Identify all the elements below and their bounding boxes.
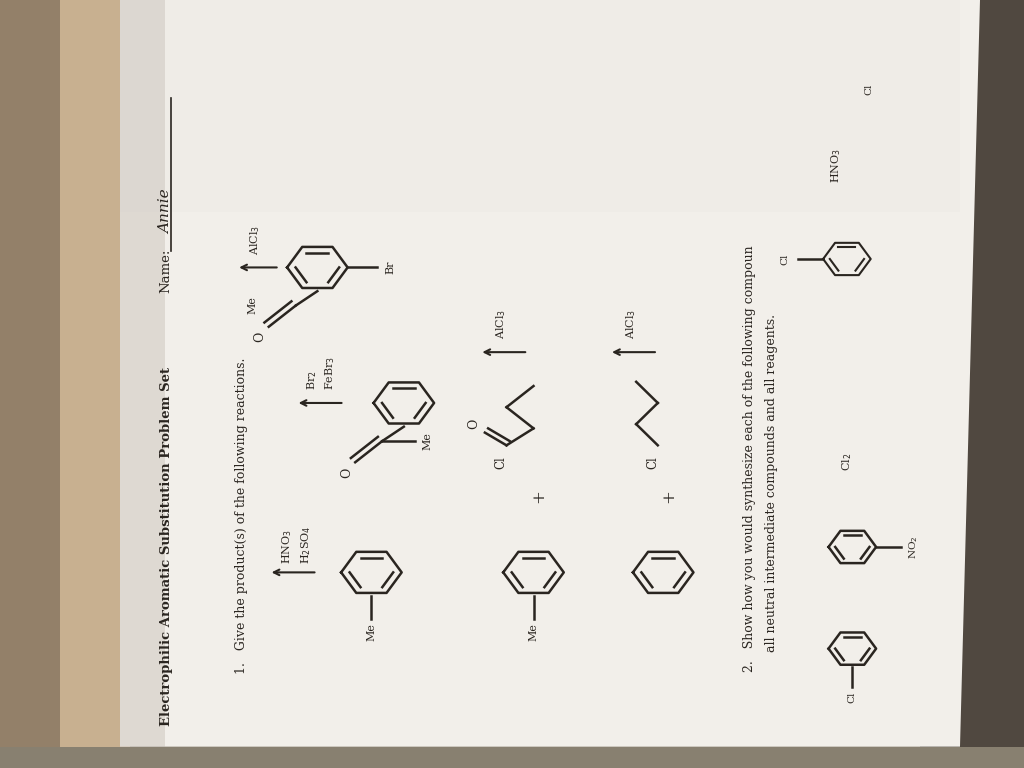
Polygon shape xyxy=(120,0,165,746)
Text: Cl: Cl xyxy=(646,456,658,468)
Text: 2.   Show how you would synthesize each of the following compoun: 2. Show how you would synthesize each of… xyxy=(743,246,756,672)
Text: Cl: Cl xyxy=(864,84,873,95)
Text: O: O xyxy=(468,419,480,429)
Text: Cl: Cl xyxy=(781,253,790,265)
Polygon shape xyxy=(120,0,980,746)
Text: Name:: Name: xyxy=(160,249,173,293)
Polygon shape xyxy=(0,0,60,746)
Text: Br: Br xyxy=(386,260,396,274)
Text: +: + xyxy=(660,489,677,503)
Text: AlCl$_3$: AlCl$_3$ xyxy=(248,225,261,255)
Text: Electrophilic Aromatic Substitution Problem Set: Electrophilic Aromatic Substitution Prob… xyxy=(160,367,173,727)
Text: Cl$_2$: Cl$_2$ xyxy=(840,453,854,472)
Polygon shape xyxy=(920,0,1024,746)
Text: AlCl$_3$: AlCl$_3$ xyxy=(495,310,508,339)
Text: +: + xyxy=(530,489,548,503)
Text: AlCl$_3$: AlCl$_3$ xyxy=(624,310,638,339)
Text: Me: Me xyxy=(367,623,377,641)
Text: O: O xyxy=(340,467,353,478)
Text: Br$_2$: Br$_2$ xyxy=(305,370,318,390)
Polygon shape xyxy=(120,0,961,212)
Text: Cl: Cl xyxy=(495,456,508,468)
Text: all neutral intermediate compounds and all reagents.: all neutral intermediate compounds and a… xyxy=(765,314,778,672)
Text: 1.   Give the product(s) of the following reactions.: 1. Give the product(s) of the following … xyxy=(236,358,248,674)
Text: HNO$_3$: HNO$_3$ xyxy=(281,529,294,564)
Text: Cl: Cl xyxy=(848,692,857,703)
Text: Annie: Annie xyxy=(159,189,173,233)
Polygon shape xyxy=(0,0,130,746)
Text: FeBr$_3$: FeBr$_3$ xyxy=(324,356,337,390)
Text: Me: Me xyxy=(248,296,257,315)
Text: O: O xyxy=(254,332,266,342)
Text: HNO$_3$: HNO$_3$ xyxy=(829,148,843,184)
Text: H$_2$SO$_4$: H$_2$SO$_4$ xyxy=(300,525,313,564)
Text: Me: Me xyxy=(423,432,432,450)
Text: NO$_2$: NO$_2$ xyxy=(907,535,921,559)
Text: Me: Me xyxy=(528,623,539,641)
